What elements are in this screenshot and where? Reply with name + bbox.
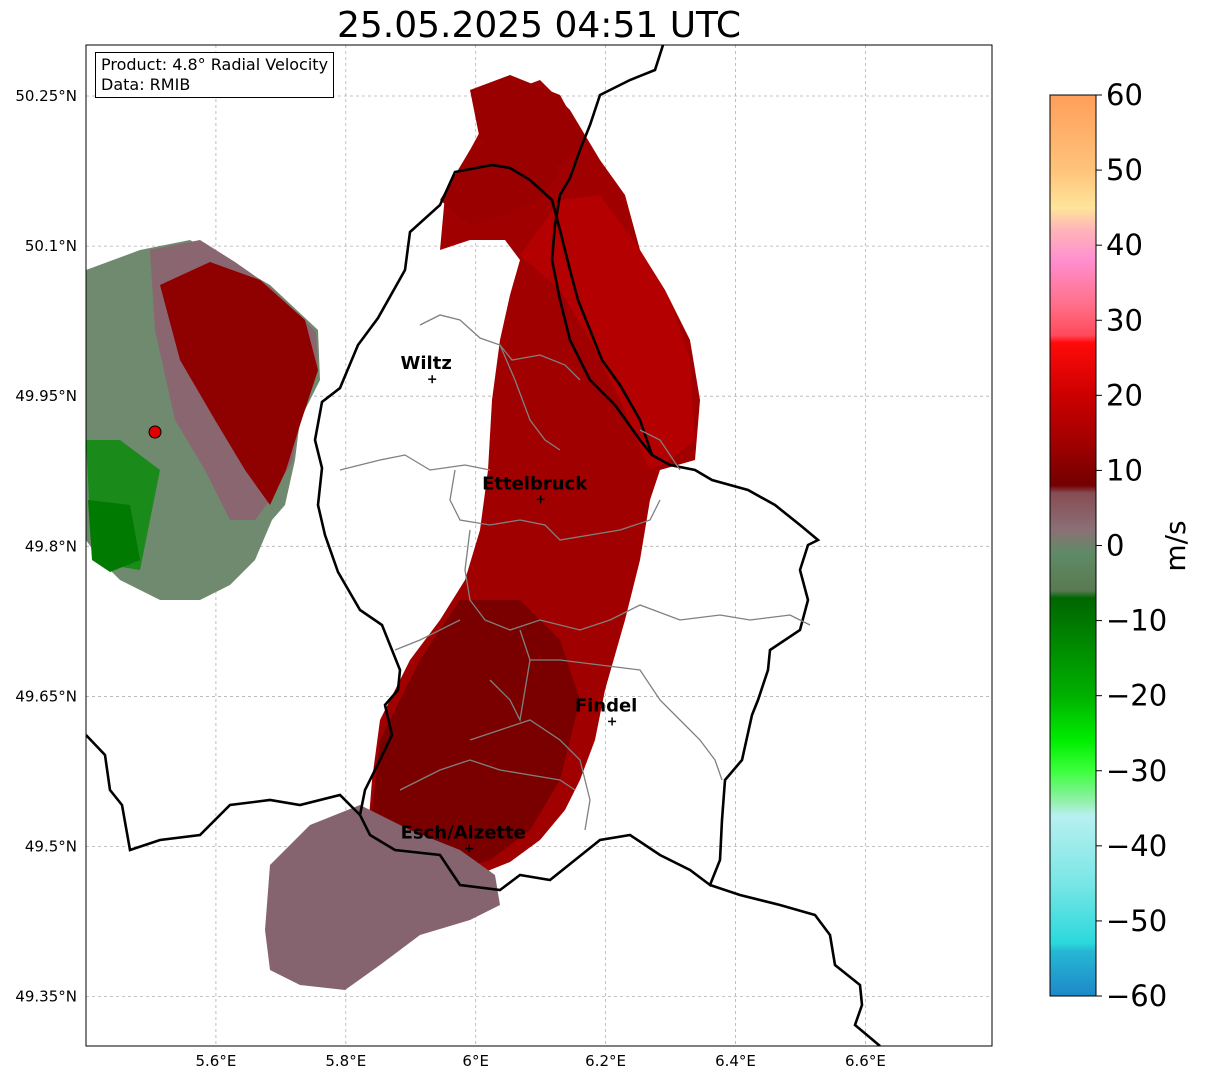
city-esch-alzette: Esch/Alzette: [401, 823, 526, 853]
city-wiltz: Wiltz: [401, 353, 452, 384]
longitude-labels: 5.6°E 5.8°E 6°E 6.2°E 6.4°E 6.6°E: [195, 1052, 885, 1070]
city-findel: Findel: [575, 695, 638, 726]
colorbar-tick-label: −10: [1106, 604, 1167, 638]
lat-tick-label: 49.65°N: [15, 687, 77, 705]
lat-tick-label: 49.95°N: [15, 387, 77, 405]
velocity-near-radar: [86, 240, 320, 600]
lat-tick-label: 50.25°N: [15, 87, 77, 105]
colorbar-tick-label: −20: [1106, 679, 1167, 713]
lon-tick-label: 5.8°E: [325, 1052, 366, 1070]
colorbar-tick-label: 40: [1106, 228, 1143, 262]
lon-tick-label: 6.2°E: [585, 1052, 626, 1070]
colorbar-tick-label: −60: [1106, 979, 1167, 1013]
city-label: Ettelbruck: [482, 473, 588, 494]
lat-tick-label: 50.1°N: [25, 237, 77, 255]
lon-tick-label: 6.6°E: [845, 1052, 886, 1070]
colorbar-tick-label: 20: [1106, 378, 1143, 412]
colorbar-tick-label: 10: [1106, 453, 1143, 487]
lat-tick-label: 49.8°N: [25, 537, 77, 555]
lat-tick-label: 49.5°N: [25, 838, 77, 856]
velocity-southwest: [265, 805, 500, 990]
lon-tick-label: 5.6°E: [195, 1052, 236, 1070]
lat-tick-label: 49.35°N: [15, 988, 77, 1006]
product-line: Product: 4.8° Radial Velocity: [101, 55, 329, 74]
colorbar-tick-label: −50: [1106, 904, 1167, 938]
country-border-west: [86, 734, 361, 852]
canton-borders: [339, 314, 811, 831]
city-label: Findel: [575, 695, 638, 716]
colorbar-tick-label: −40: [1106, 829, 1167, 863]
city-markers: Wiltz Ettelbruck Findel Esch/Alzette: [401, 353, 638, 853]
latitude-labels: 50.25°N 50.1°N 49.95°N 49.8°N 49.65°N 49.5°N 4…: [15, 87, 77, 1006]
map-frame: [85, 44, 993, 1047]
city-label: Wiltz: [401, 353, 452, 374]
figure-title: 25.05.2025 04:51 UTC: [336, 5, 742, 46]
radar-site-marker: [148, 425, 162, 439]
colorbar: 60 50 40 30 20 10 0 −10 −20 −30 −40 −50 −60 m/s: [1049, 78, 1192, 1013]
colorbar-gradient: [1049, 94, 1097, 997]
country-border: [313, 163, 821, 892]
colorbar-label: m/s: [1159, 520, 1192, 571]
lon-tick-label: 6.4°E: [715, 1052, 756, 1070]
velocity-precipitation-band: [368, 75, 700, 880]
lon-tick-label: 6°E: [462, 1052, 489, 1070]
colorbar-tick-label: 60: [1106, 78, 1143, 112]
colorbar-tick-label: 0: [1106, 529, 1124, 563]
country-border-east: [550, 45, 665, 456]
city-label: Esch/Alzette: [401, 823, 526, 844]
colorbar-tick-label: 30: [1106, 303, 1143, 337]
colorbar-tick-label: 50: [1106, 153, 1143, 187]
product-info-box: Product: 4.8° Radial Velocity Data: RMIB: [95, 52, 335, 98]
country-border-south: [709, 883, 881, 1046]
city-ettelbruck: Ettelbruck: [482, 473, 588, 504]
colorbar-tick-label: −30: [1106, 754, 1167, 788]
data-source-line: Data: RMIB: [101, 75, 191, 94]
